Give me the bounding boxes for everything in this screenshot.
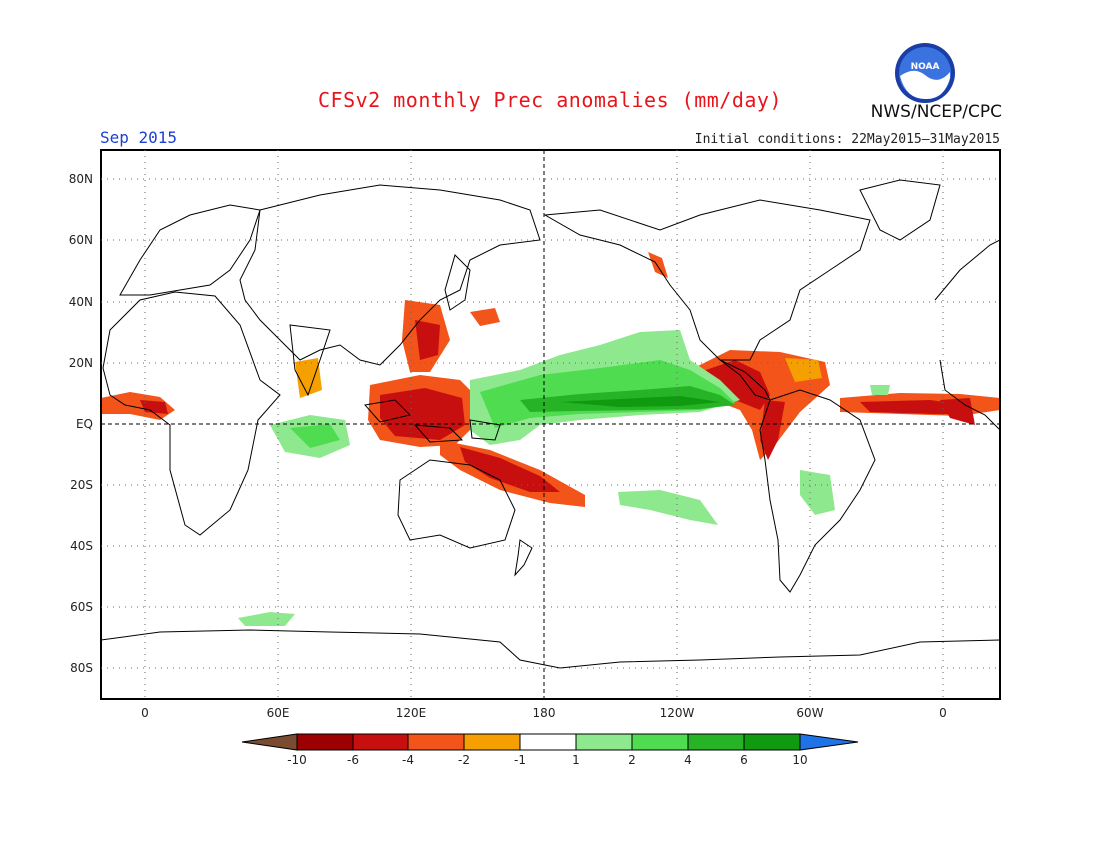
lat-label: 80S	[70, 661, 93, 675]
antarctica-coast	[101, 629, 1000, 669]
colorbar-bin	[519, 733, 577, 751]
pacific-wet-core	[560, 396, 720, 407]
lon-label: 60W	[796, 706, 823, 720]
maritime-dry-core	[380, 388, 465, 440]
colorbar-bin	[631, 733, 689, 751]
initial-conditions: Initial conditions: 22May2015–31May2015	[694, 132, 1000, 147]
colorbar-bin	[296, 733, 354, 751]
anomaly-field	[101, 252, 1000, 626]
greenland-coast	[859, 179, 941, 241]
indian-ocean-wet-mid	[290, 424, 340, 448]
south-pacific-wet	[618, 490, 718, 525]
colorbar-tick: 2	[628, 753, 636, 767]
lon-label: 120W	[660, 706, 695, 720]
lon-label: 0	[939, 706, 947, 720]
philippines-dry-core	[415, 320, 440, 360]
lat-labels: 80N 60N 40N 20N EQ 20S 40S 60S 80S	[69, 172, 93, 675]
lat-label: 20N	[69, 356, 93, 370]
africa-coast	[102, 291, 281, 536]
colorbar-bin	[743, 733, 801, 751]
lat-label: 20S	[70, 478, 93, 492]
colorbar-tick: 10	[792, 753, 807, 767]
gulf-guinea-dry	[940, 398, 975, 425]
australia-coast	[397, 459, 516, 549]
atlantic-wet	[870, 385, 890, 395]
colorbar	[241, 733, 859, 751]
colorbar-bin	[463, 733, 521, 751]
west-europe-coast-right	[934, 239, 1000, 301]
colorbar-ticks: -10 -6 -4 -2 -1 1 2 4 6 10	[287, 753, 807, 767]
indonesia-coast	[364, 399, 501, 443]
colorbar-tick: -2	[458, 753, 470, 767]
japan-dry	[470, 308, 500, 326]
logo-text: NOAA	[911, 62, 940, 72]
lat-label: 80N	[69, 172, 93, 186]
africa-dry-core	[140, 400, 168, 414]
colorbar-bin	[352, 733, 409, 751]
andes-dry	[760, 400, 785, 460]
caribbean-dry	[785, 358, 822, 382]
colorbar-tick: 4	[684, 753, 692, 767]
colorbar-tick: -1	[514, 753, 526, 767]
lat-label: EQ	[76, 417, 93, 431]
colorbar-low-arrow	[241, 733, 298, 751]
bay-of-bengal-dry	[295, 358, 322, 398]
lon-label: 0	[141, 706, 149, 720]
india-coast	[289, 324, 331, 397]
south-america-coast	[759, 389, 876, 593]
southern-ocean-wet	[238, 612, 295, 626]
colorbar-bin	[407, 733, 465, 751]
lon-label: 120E	[396, 706, 427, 720]
lon-labels: 0 60E 120E 180 120W 60W 0	[141, 706, 947, 720]
atlantic-dry-core	[860, 400, 965, 414]
lat-label: 60N	[69, 233, 93, 247]
forecast-month: Sep 2015	[100, 128, 178, 147]
lon-label: 180	[533, 706, 556, 720]
colorbar-tick: 1	[572, 753, 580, 767]
colorbar-high-arrow	[799, 733, 859, 751]
asia-coast	[239, 184, 541, 366]
japan-coast	[444, 254, 471, 311]
colorbar-tick: -4	[402, 753, 414, 767]
central-america-dry-core	[700, 360, 770, 410]
chart-title: CFSv2 monthly Prec anomalies (mm/day)	[317, 88, 783, 112]
lat-label: 60S	[70, 600, 93, 614]
noaa-logo: NOAA	[895, 43, 955, 103]
colorbar-bin	[687, 733, 745, 751]
south-america-wet	[800, 470, 835, 515]
west-africa-coast-right	[939, 359, 1000, 431]
alaska-dry	[648, 252, 668, 278]
north-america-coast	[543, 199, 871, 361]
south-pacific-dry-core	[460, 447, 560, 492]
colorbar-tick: -10	[287, 753, 307, 767]
colorbar-tick: -6	[347, 753, 359, 767]
agency-label: NWS/NCEP/CPC	[870, 102, 1002, 122]
colorbar-bin	[575, 733, 633, 751]
colorbar-tick: 6	[740, 753, 748, 767]
europe-coast	[119, 204, 261, 296]
coastlines	[101, 179, 1000, 669]
newzealand-coast	[514, 539, 533, 577]
lon-label: 60E	[267, 706, 290, 720]
lat-label: 40N	[69, 295, 93, 309]
lat-label: 40S	[70, 539, 93, 553]
